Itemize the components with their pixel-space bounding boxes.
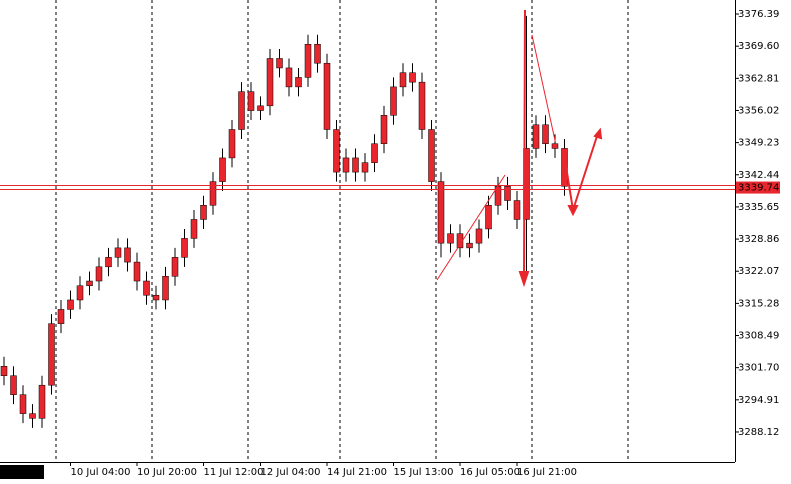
arrow-line — [523, 9, 526, 281]
candle-body — [190, 219, 198, 239]
candle-body — [323, 62, 331, 130]
candle-body — [29, 413, 36, 419]
candle-body — [466, 242, 473, 249]
candle-body — [209, 181, 217, 206]
candle-body — [352, 157, 359, 173]
y-tick-label: 3356.02 — [738, 105, 779, 116]
candle-body — [304, 44, 312, 78]
candle-body — [342, 157, 350, 173]
candle-body — [181, 238, 188, 258]
current-price-label: 3339.74 — [738, 183, 779, 194]
x-tick-label: 10 Jul 20:00 — [137, 467, 197, 478]
candle-body — [38, 384, 46, 419]
y-tick-label: 3362.81 — [738, 73, 779, 84]
y-tick-label: 3349.23 — [738, 138, 779, 149]
candle-body — [295, 77, 302, 88]
candle-body — [485, 205, 492, 230]
candle-body — [314, 44, 321, 64]
time-grid — [55, 0, 629, 462]
candle-body — [361, 162, 369, 173]
candle-body — [390, 86, 397, 116]
candle-body — [247, 91, 255, 111]
candle-body — [48, 323, 55, 386]
candle-body — [276, 58, 283, 69]
arrow-line — [572, 132, 599, 211]
candle-body — [114, 247, 122, 258]
y-tick-label: 3369.60 — [738, 41, 779, 52]
candle-body — [456, 233, 464, 249]
arrow-head — [593, 127, 603, 140]
candle-body — [95, 266, 103, 282]
y-tick-label: 3322.07 — [738, 266, 779, 277]
arrow-head — [518, 271, 530, 288]
candle-body — [152, 294, 160, 301]
candle-body — [76, 285, 84, 301]
arrow-line — [531, 34, 557, 146]
candle-body — [219, 157, 226, 182]
x-tick-label: 16 Jul 05:00 — [460, 467, 520, 478]
candle-body — [238, 91, 245, 130]
x-tick-label: 10 Jul 04:00 — [71, 467, 131, 478]
candle-body — [257, 105, 264, 111]
candle-body — [532, 124, 540, 149]
candle-body — [200, 205, 207, 220]
candle-body — [380, 115, 388, 144]
drawn-arrows — [436, 9, 603, 288]
candle-body — [133, 261, 141, 282]
candle-body — [504, 186, 511, 201]
candle-body — [285, 67, 293, 88]
candle-body — [399, 72, 407, 88]
y-tick-label: 3376.39 — [738, 9, 779, 20]
candle-body — [437, 181, 445, 244]
candle-body — [266, 58, 274, 107]
arrow-line — [436, 174, 506, 281]
candle-body — [409, 72, 416, 83]
candle-body — [19, 394, 27, 414]
candle-body — [162, 276, 169, 301]
candle-body — [475, 228, 483, 244]
candle-body — [57, 309, 65, 324]
candle-body — [67, 299, 74, 310]
y-tick-label: 3328.86 — [738, 234, 779, 245]
y-tick-label: 3288.12 — [738, 427, 779, 438]
candle-body — [542, 124, 549, 144]
candle-body — [513, 200, 521, 220]
candle-body — [561, 148, 568, 187]
x-tick-label: 16 Jul 21:00 — [517, 467, 577, 478]
current-price-box — [736, 181, 780, 194]
candle-body — [228, 129, 236, 159]
candle-body — [333, 129, 340, 173]
y-tick-label: 3294.91 — [738, 395, 779, 406]
y-tick-label: 3315.28 — [738, 298, 779, 309]
y-tick-label: 3342.44 — [738, 170, 779, 181]
x-tick-label: 9 Jul 11:00 — [0, 467, 36, 478]
x-label-box — [0, 465, 44, 479]
y-tick-label: 3308.49 — [738, 331, 779, 342]
x-tick-label: 12 Jul 04:00 — [261, 467, 321, 478]
candle-body — [86, 280, 93, 287]
candle-body — [418, 81, 426, 130]
candle-body — [105, 257, 112, 268]
x-tick-label: 11 Jul 12:00 — [204, 467, 264, 478]
candle-body — [447, 233, 454, 244]
x-tick-label: 15 Jul 13:00 — [394, 467, 454, 478]
candle-body — [10, 375, 17, 395]
x-tick-label: 14 Jul 21:00 — [327, 467, 387, 478]
y-tick-label: 3335.65 — [738, 202, 779, 213]
candle-body — [428, 129, 435, 182]
candle-body — [551, 143, 559, 149]
candles — [0, 15, 568, 428]
y-tick-label: 3301.70 — [738, 363, 779, 374]
candle-body — [171, 257, 179, 277]
candle-body — [371, 143, 378, 163]
candle-body — [124, 247, 131, 263]
arrow-line — [564, 159, 574, 211]
candle-body — [143, 280, 150, 296]
candle-body — [0, 366, 8, 376]
